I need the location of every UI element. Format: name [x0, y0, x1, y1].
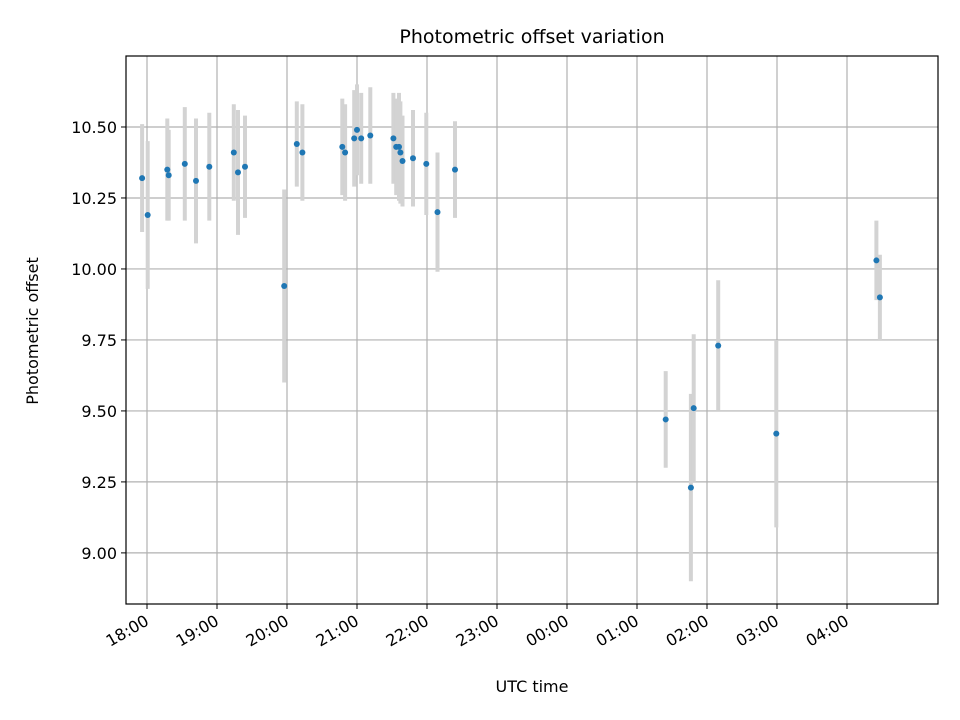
y-tick-label: 9.50 — [81, 402, 117, 421]
y-axis: 9.00 9.25 9.50 9.75 10.00 10.25 10.50 — [71, 118, 126, 563]
y-tick-label: 10.00 — [71, 260, 117, 279]
data-point — [397, 149, 404, 156]
y-tick-label: 9.75 — [81, 331, 117, 350]
data-point — [773, 430, 780, 437]
markers — [139, 126, 883, 491]
data-point — [165, 172, 172, 179]
data-point — [206, 163, 213, 170]
data-point — [452, 166, 458, 173]
data-point — [399, 158, 406, 165]
chart-title: Photometric offset variation — [399, 26, 664, 48]
x-tick-label: 22:00 — [383, 611, 432, 651]
data-point — [434, 209, 441, 216]
y-tick-label: 9.25 — [81, 473, 117, 492]
data-point — [299, 149, 306, 156]
x-tick-label: 23:00 — [453, 611, 502, 651]
data-point — [342, 149, 349, 156]
x-tick-label: 18:00 — [103, 611, 152, 651]
y-axis-label: Photometric offset — [23, 257, 42, 405]
data-point — [390, 135, 397, 142]
x-tick-label: 04:00 — [803, 611, 852, 651]
data-point — [235, 169, 241, 176]
y-tick-label: 10.50 — [71, 118, 117, 137]
x-tick-label: 02:00 — [663, 611, 712, 651]
data-point — [358, 135, 365, 142]
data-point — [351, 135, 358, 142]
data-point — [715, 342, 722, 349]
x-tick-label: 19:00 — [173, 611, 222, 651]
data-point — [662, 416, 669, 423]
data-point — [230, 149, 237, 156]
data-point — [144, 212, 151, 219]
x-tick-label: 21:00 — [313, 611, 362, 651]
data-point — [181, 160, 188, 167]
x-axis-label: UTC time — [496, 677, 569, 696]
data-point — [281, 282, 288, 289]
data-point — [396, 143, 402, 150]
data-point — [339, 143, 346, 150]
data-point — [193, 177, 199, 184]
errorbars — [140, 84, 882, 582]
data-point — [242, 163, 248, 170]
data-point — [293, 141, 300, 148]
y-tick-label: 10.25 — [71, 189, 117, 208]
x-tick-label: 01:00 — [593, 611, 642, 651]
x-tick-label: 20:00 — [243, 611, 292, 651]
plot-frame — [125, 55, 939, 605]
x-tick-label: 03:00 — [733, 611, 782, 651]
data-point — [687, 484, 694, 491]
data-point — [690, 405, 697, 412]
grid — [126, 56, 938, 604]
x-axis: 18:00 19:00 20:00 21:00 22:00 23:00 00:00 01:00… — [103, 604, 852, 651]
data-point — [410, 155, 416, 162]
data-point — [354, 126, 360, 133]
data-point — [367, 132, 374, 139]
data-point — [139, 175, 146, 182]
data-point — [876, 294, 883, 301]
x-tick-label: 00:00 — [523, 611, 572, 651]
data-point — [873, 257, 880, 264]
y-tick-label: 9.00 — [81, 544, 117, 563]
data-point — [423, 160, 430, 167]
data-point — [164, 166, 171, 173]
